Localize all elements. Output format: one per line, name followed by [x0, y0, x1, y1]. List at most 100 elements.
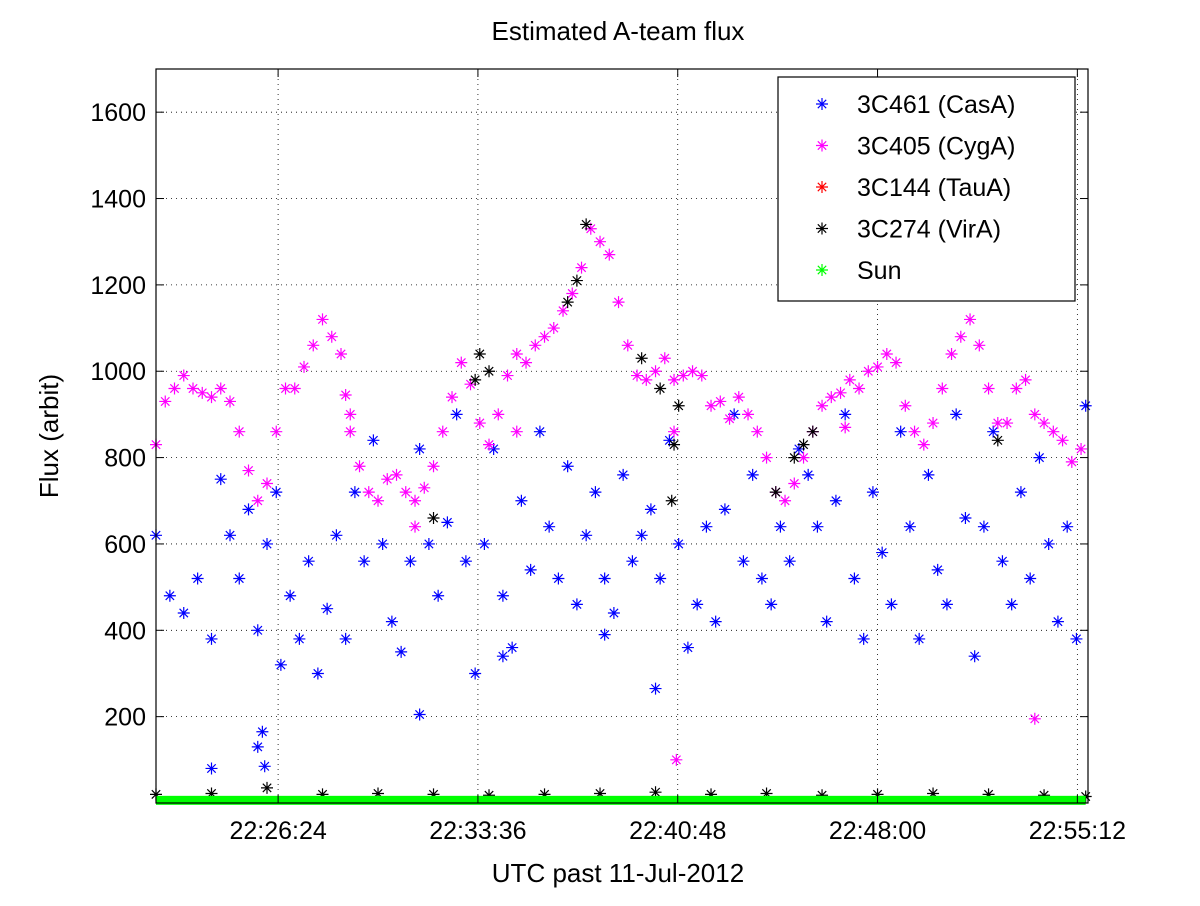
data-point — [483, 438, 496, 451]
data-point — [973, 339, 986, 352]
data-point — [187, 382, 200, 395]
data-point — [825, 391, 838, 404]
data-point — [353, 460, 366, 473]
data-point — [256, 725, 269, 738]
data-point — [372, 494, 385, 507]
data-point — [977, 520, 990, 533]
data-point — [533, 425, 546, 438]
data-point — [413, 708, 426, 721]
data-point — [524, 563, 537, 576]
data-point — [718, 503, 731, 516]
data-point — [196, 386, 209, 399]
data-point — [561, 460, 574, 473]
legend-marker — [816, 98, 828, 110]
data-point — [284, 589, 297, 602]
data-point — [446, 391, 459, 404]
data-point — [621, 339, 634, 352]
data-point — [487, 442, 500, 455]
data-point — [672, 399, 685, 412]
data-point — [177, 607, 190, 620]
data-point — [783, 555, 796, 568]
data-point — [251, 624, 264, 637]
data-point — [890, 356, 903, 369]
data-point — [316, 313, 329, 326]
data-point — [418, 481, 431, 494]
data-point — [598, 628, 611, 641]
data-point — [940, 598, 953, 611]
data-point — [732, 391, 745, 404]
data-point — [991, 417, 1004, 430]
data-point — [385, 615, 398, 628]
legend-label: 3C461 (CasA) — [857, 91, 1015, 119]
data-point — [834, 386, 847, 399]
data-point — [367, 434, 380, 447]
data-point — [335, 347, 348, 360]
data-point — [344, 408, 357, 421]
data-point — [755, 572, 768, 585]
data-point — [746, 468, 759, 481]
legend-label: Sun — [857, 257, 901, 285]
data-point — [829, 494, 842, 507]
data-point — [705, 788, 718, 801]
data-point — [788, 451, 801, 464]
legend: 3C461 (CasA) 3C405 (CygA) 3C144 (TauA) 3C27… — [777, 76, 1076, 302]
data-point — [473, 417, 486, 430]
data-point — [991, 434, 1004, 447]
data-point — [510, 425, 523, 438]
data-point — [594, 235, 607, 248]
data-point — [1019, 373, 1032, 386]
data-point — [607, 607, 620, 620]
series-layer — [150, 218, 1092, 805]
data-point — [737, 555, 750, 568]
data-point — [464, 378, 477, 391]
data-point — [404, 555, 417, 568]
data-point — [163, 589, 176, 602]
data-point — [311, 667, 324, 680]
data-point — [982, 382, 995, 395]
data-point — [506, 641, 519, 654]
data-point — [483, 365, 496, 378]
data-point — [422, 537, 435, 550]
legend-marker — [816, 181, 828, 193]
legend-label: 3C274 (VirA) — [857, 216, 1001, 244]
data-point — [288, 382, 301, 395]
data-point — [1065, 455, 1078, 468]
data-point — [876, 546, 889, 559]
data-point — [557, 304, 570, 317]
x-tick-label: 22:40:48 — [629, 817, 726, 845]
data-point — [242, 503, 255, 516]
data-point — [1038, 417, 1051, 430]
data-point — [788, 477, 801, 490]
data-point — [681, 641, 694, 654]
data-point — [996, 555, 1009, 568]
axis-ticks: 200 400 600 800 1000 1200 1400 1600 22:26:24 22:3… — [90, 69, 1126, 845]
data-point — [728, 408, 741, 421]
data-point — [339, 632, 352, 645]
data-point — [670, 753, 683, 766]
data-point — [214, 382, 227, 395]
grid-lines — [156, 69, 1088, 803]
data-point — [760, 451, 773, 464]
data-point — [427, 512, 440, 525]
data-point — [325, 330, 338, 343]
x-tick-label: 22:48:00 — [829, 817, 926, 845]
data-point — [473, 347, 486, 360]
data-point — [205, 762, 218, 775]
y-tick-label: 800 — [104, 445, 146, 473]
data-point — [644, 503, 657, 516]
data-point — [261, 477, 274, 490]
data-point — [913, 632, 926, 645]
data-point — [413, 442, 426, 455]
data-point — [936, 382, 949, 395]
data-point — [293, 632, 306, 645]
x-tick-label: 22:26:24 — [229, 817, 326, 845]
y-axis-label: Flux (arbit) — [34, 374, 64, 498]
data-point — [742, 408, 755, 421]
legend-box — [777, 76, 1076, 302]
data-point — [279, 382, 292, 395]
data-point — [399, 486, 412, 499]
data-point — [561, 296, 574, 309]
data-point — [501, 369, 514, 382]
y-tick-label: 600 — [104, 531, 146, 559]
data-point — [409, 520, 422, 533]
